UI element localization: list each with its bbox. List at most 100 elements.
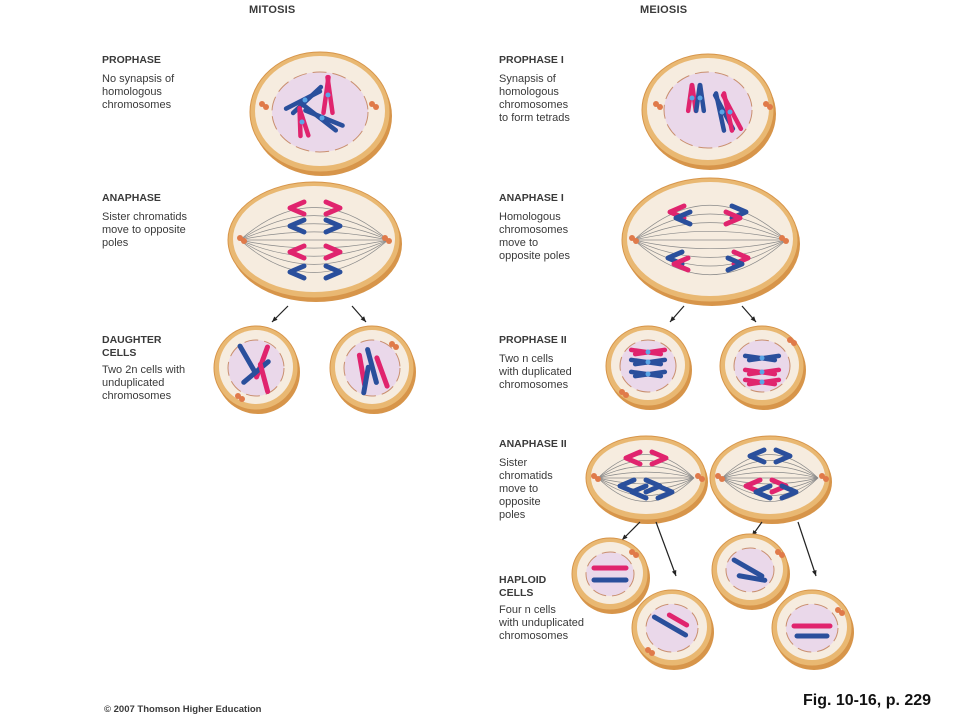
- label-head: DAUGHTER CELLS: [102, 334, 162, 359]
- spindle-fiber: [633, 204, 787, 241]
- chromosome: [361, 364, 371, 396]
- label-desc: Two 2n cells with unduplicated chromosom…: [102, 364, 186, 402]
- centriole: [595, 476, 601, 482]
- label-head: PROPHASE: [102, 54, 161, 66]
- copyright-text: © 2007 Thomson Higher Education: [104, 704, 262, 715]
- centriole: [239, 396, 245, 402]
- chromatid: [287, 217, 307, 235]
- arrow: [741, 305, 757, 323]
- label-meiosis-prophase2: PROPHASE II Two n cells with duplicated …: [499, 334, 609, 392]
- centromere: [689, 95, 695, 101]
- chromosome: [666, 612, 690, 628]
- arrow-head: [671, 570, 677, 576]
- spindle-fiber: [239, 231, 389, 241]
- arrow: [669, 305, 685, 323]
- centriole: [373, 104, 379, 110]
- label-desc: Homologous chromosomes move to opposite …: [499, 211, 570, 262]
- centromere: [759, 355, 765, 361]
- spindle-fiber: [721, 454, 819, 479]
- chromatid: [725, 255, 745, 273]
- chromatid: [323, 243, 343, 261]
- chromosome: [374, 355, 390, 389]
- arrow: [271, 305, 289, 323]
- spindle-fiber: [721, 477, 819, 491]
- centriole: [649, 650, 655, 656]
- chromosome: [651, 614, 689, 638]
- arrow-line: [797, 521, 817, 577]
- spindle-fiber: [633, 239, 787, 249]
- arrow: [351, 305, 367, 323]
- cytoplasm: [627, 182, 793, 296]
- centromere: [299, 119, 305, 125]
- centromere: [645, 359, 651, 365]
- label-desc: Sister chromatids move to opposite poles: [499, 457, 553, 521]
- centriole: [839, 610, 845, 616]
- spindle-fiber: [597, 460, 695, 479]
- nucleus: [227, 339, 285, 397]
- chromatid: [287, 263, 307, 281]
- spindle-fiber: [239, 215, 389, 241]
- spindle-fiber: [721, 465, 819, 479]
- centriole: [393, 344, 399, 350]
- meiosis-anaphase2-cell-left: [585, 435, 708, 524]
- cytoplasm: [591, 440, 701, 514]
- nucleus: [619, 339, 677, 393]
- label-desc: Two n cells with duplicated chromosomes: [499, 353, 572, 391]
- spindle-fiber: [633, 239, 787, 276]
- mitosis-anaphase-cell: [227, 181, 402, 302]
- spindle-fiber: [597, 471, 695, 479]
- chromatid: [723, 209, 743, 227]
- arrow: [797, 521, 817, 577]
- haploid-cell-3: [711, 533, 790, 610]
- chromatid: [287, 243, 307, 261]
- label-desc: Four n cells with unduplicated chromosom…: [499, 604, 585, 642]
- label-meiosis-haploid: HAPLOID CELLS Four n cells with unduplic…: [499, 574, 609, 643]
- label-head: PROPHASE I: [499, 54, 564, 66]
- chromosome: [257, 361, 271, 395]
- chromatid: [649, 449, 669, 467]
- chromosome: [241, 359, 271, 385]
- centriole: [633, 552, 639, 558]
- label-mitosis-prophase: PROPHASE No synapsis of homologous chrom…: [102, 54, 212, 112]
- label-desc: No synapsis of homologous chromosomes: [102, 73, 175, 111]
- arrow-head: [622, 534, 628, 540]
- cytoplasm: [715, 440, 825, 514]
- spindle-fiber: [597, 465, 695, 479]
- label-mitosis-daughter: DAUGHTER CELLS Two 2n cells with undupli…: [102, 334, 212, 403]
- centriole: [657, 104, 663, 110]
- mitosis-daughter-cell-right: [329, 325, 416, 414]
- chromatid: [671, 255, 691, 273]
- centromere: [727, 109, 733, 115]
- cytoplasm: [233, 186, 395, 292]
- haploid-cell-1: [571, 537, 650, 614]
- arrow-head: [670, 316, 676, 322]
- meiosis-title: MEIOSIS: [640, 4, 688, 16]
- label-meiosis-anaphase1: ANAPHASE I Homologous chromosomes move t…: [499, 192, 609, 263]
- chromosome: [237, 343, 259, 377]
- arrow: [621, 521, 641, 541]
- spindle-fiber: [633, 239, 787, 267]
- arrow-head: [272, 316, 278, 322]
- chromatid: [779, 483, 799, 501]
- centromere: [697, 95, 703, 101]
- centriole: [823, 476, 829, 482]
- spindle-fiber: [239, 207, 389, 241]
- mitosis-title: MITOSIS: [249, 4, 296, 16]
- arrow-head: [750, 316, 756, 322]
- spindle-fiber: [239, 239, 389, 249]
- centriole: [791, 340, 797, 346]
- meiosis-anaphase2-cell-right: [709, 435, 832, 524]
- centriole: [779, 552, 785, 558]
- chromatid: [655, 483, 675, 501]
- label-head: ANAPHASE: [102, 192, 161, 204]
- chromatid: [747, 447, 767, 465]
- chromatid: [287, 199, 307, 217]
- centriole: [719, 476, 725, 482]
- arrow-head: [812, 570, 817, 576]
- haploid-cell-4: [771, 589, 854, 670]
- spindle-fiber: [239, 239, 389, 257]
- label-desc: Synapsis of homologous chromosomes to fo…: [499, 73, 570, 124]
- spindle-fiber: [239, 239, 389, 273]
- chromatid: [323, 263, 343, 281]
- arrow-head: [360, 316, 366, 322]
